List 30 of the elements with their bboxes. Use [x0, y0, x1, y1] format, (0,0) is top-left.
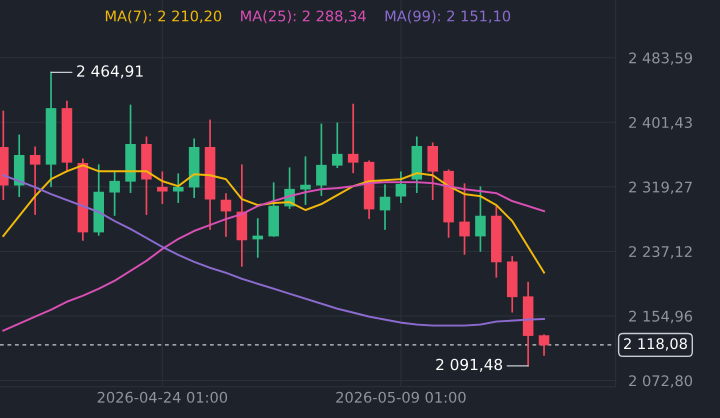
ref-line-label: 2 118,08 — [624, 338, 687, 351]
candlestick — [252, 218, 264, 258]
annotation: 2 091,48 — [436, 358, 502, 372]
candlestick — [459, 183, 470, 255]
text: MA(25): 2 288,34 — [241, 10, 366, 24]
candlestick — [220, 193, 232, 237]
candlestick — [332, 122, 343, 168]
candlestick — [348, 104, 358, 174]
candlestick — [316, 124, 327, 196]
y-tick-label: 2 237,12 — [629, 246, 692, 259]
candlestick — [172, 173, 184, 203]
y-tick-label: 2 401,43 — [629, 116, 692, 130]
text: MA(99): 2 151,10 — [386, 10, 510, 24]
candlestick — [396, 171, 406, 203]
candlestick — [475, 186, 486, 252]
y-tick-label: 2 154,96 — [629, 310, 692, 324]
text: MA(7): 2 210,20 — [106, 10, 222, 24]
candlestick — [157, 171, 168, 204]
x-tick-label: 2026-04-24 01:00 — [98, 392, 228, 403]
annotation: 2 464,91 — [77, 65, 143, 78]
candlestick — [300, 156, 311, 205]
y-tick-label: 2 319,27 — [629, 182, 692, 194]
line-series — [2, 164, 546, 274]
y-tick-label: 2 483,59 — [629, 52, 692, 65]
candlestick — [30, 146, 40, 215]
candlestick — [538, 334, 550, 356]
candlestick — [380, 184, 390, 230]
candlestick — [109, 170, 120, 216]
y-tick-label: 2 072,80 — [629, 375, 692, 388]
x-tick-label: 2026-05-09 01:00 — [336, 392, 466, 403]
